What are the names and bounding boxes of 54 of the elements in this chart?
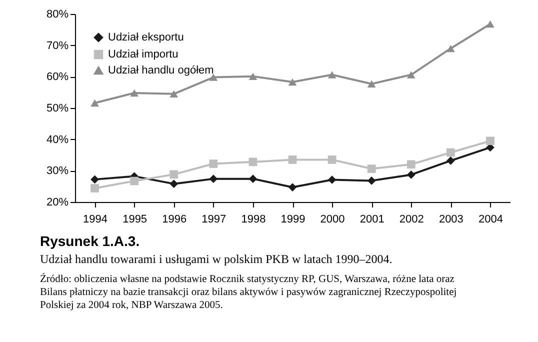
point xyxy=(130,89,138,97)
point xyxy=(288,183,297,192)
point xyxy=(90,175,99,184)
point xyxy=(288,78,297,86)
point xyxy=(209,174,218,183)
point xyxy=(406,71,416,78)
x-tick-label: 1998 xyxy=(241,214,266,226)
point xyxy=(328,156,336,164)
y-tick-label: 30% xyxy=(46,165,69,178)
x-tick-label: 1999 xyxy=(280,214,306,226)
point xyxy=(328,71,336,78)
x-tick-label: 1996 xyxy=(162,214,187,226)
x-tick-label: 2002 xyxy=(399,214,424,226)
legend-label: Udział eksportu xyxy=(108,32,184,44)
x-tick-label: 2004 xyxy=(478,214,503,226)
point xyxy=(90,99,99,107)
point xyxy=(90,184,99,192)
point xyxy=(288,156,297,164)
text: Rysunek 1.A.3. xyxy=(40,233,140,249)
point xyxy=(446,156,455,165)
point xyxy=(367,176,376,185)
point xyxy=(367,80,376,88)
x-tick-label: 1994 xyxy=(83,214,108,226)
point xyxy=(130,176,138,186)
y-tick-label: 50% xyxy=(46,102,69,114)
x-tick-label: 2000 xyxy=(320,214,345,226)
x-tick-label: 1995 xyxy=(122,214,148,226)
point xyxy=(170,90,178,98)
point xyxy=(248,158,258,166)
point xyxy=(248,174,258,183)
y-tick-label: 20% xyxy=(46,196,69,208)
legend-label: Udział importu xyxy=(108,48,178,60)
text: Źródło: obliczenia własne na podstawie Rocznik statystyczny RP, GUS, Warszawa, różne lata oraz Bilans płatniczy na bazie transakcji oraz bilans aktywów i pasywów zagranicznej Rzeczypospolitej Polskiej za 2004 rok, NBP Warszawa 2005. xyxy=(40,272,457,311)
point xyxy=(367,164,376,173)
y-tick-label: 60% xyxy=(46,71,69,84)
x-tick-label: 2001 xyxy=(360,214,384,226)
point xyxy=(446,148,455,157)
point xyxy=(170,170,178,179)
point xyxy=(248,72,258,80)
x-tick-label: 1997 xyxy=(202,214,226,226)
point xyxy=(406,170,416,179)
point xyxy=(170,180,178,188)
point xyxy=(486,20,494,28)
y-tick-label: 70% xyxy=(46,40,69,52)
y-tick-label: 40% xyxy=(46,134,69,146)
point xyxy=(328,176,336,184)
text: Udział handlu towarami i usługami w polskim PKB w latach 1990–2004. xyxy=(40,252,392,266)
x-tick-label: 2003 xyxy=(438,214,464,226)
point xyxy=(406,160,416,169)
point xyxy=(209,160,218,168)
point xyxy=(446,44,455,52)
legend-label: Udział handlu ogółem xyxy=(108,64,214,76)
y-tick-label: 80% xyxy=(46,8,69,20)
point xyxy=(486,136,494,146)
